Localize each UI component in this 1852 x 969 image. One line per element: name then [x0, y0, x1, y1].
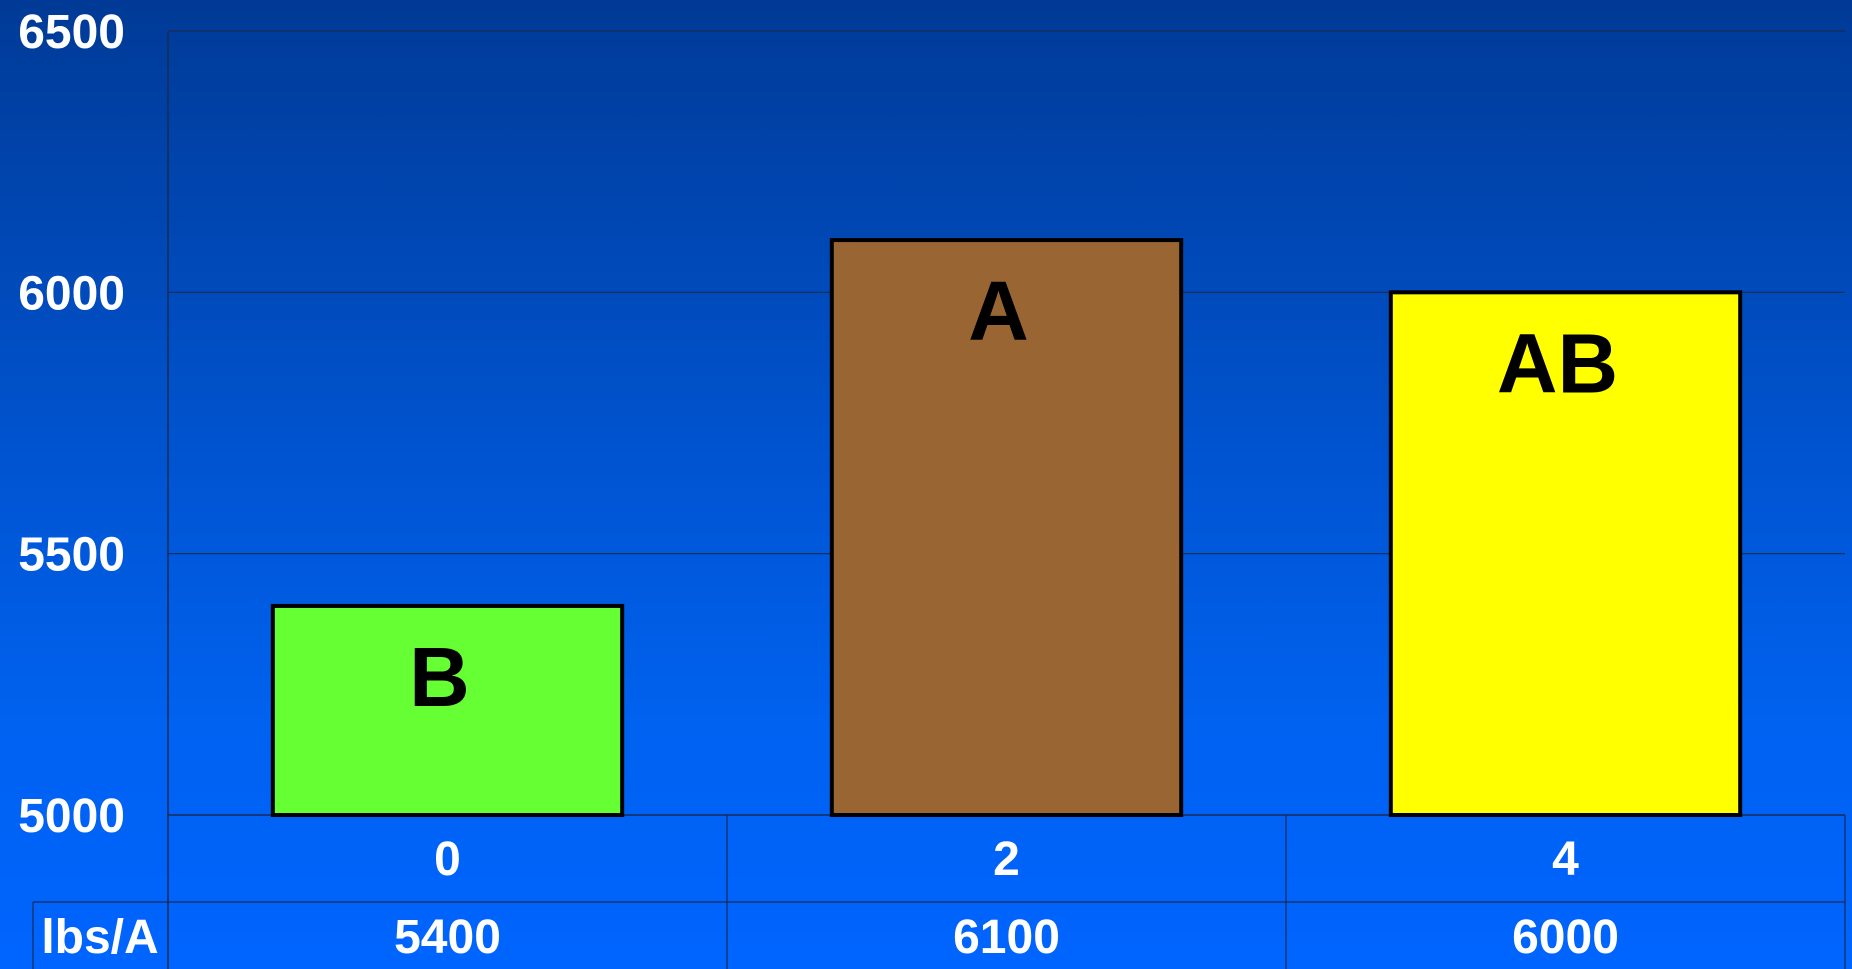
- x-tick-label: 2: [993, 833, 1020, 886]
- table-cell-value: 5400: [394, 911, 501, 964]
- bar-data-label: A: [968, 264, 1029, 358]
- y-tick-label: 6500: [18, 6, 125, 59]
- y-axis-ticks: 5000 5500 6000 6500: [18, 6, 125, 843]
- x-tick-label: 4: [1552, 833, 1579, 886]
- bar: [270, 603, 625, 818]
- table-cell-value: 6000: [1512, 911, 1619, 964]
- y-tick-label: 6000: [18, 267, 125, 320]
- bar-data-label: B: [409, 630, 470, 724]
- y-tick-label: 5000: [18, 790, 125, 843]
- table-cell-value: 6100: [953, 911, 1060, 964]
- bars: B A AB: [270, 238, 1743, 818]
- bar: [1388, 290, 1743, 818]
- bar-data-label: AB: [1497, 316, 1618, 410]
- x-tick-label: 0: [434, 833, 461, 886]
- bar: [829, 238, 1184, 818]
- y-tick-label: 5500: [18, 529, 125, 582]
- table-row-header: lbs/A: [41, 911, 158, 964]
- data-table: 0 5400 2 6100 4 6000 lbs/A: [32, 815, 1846, 969]
